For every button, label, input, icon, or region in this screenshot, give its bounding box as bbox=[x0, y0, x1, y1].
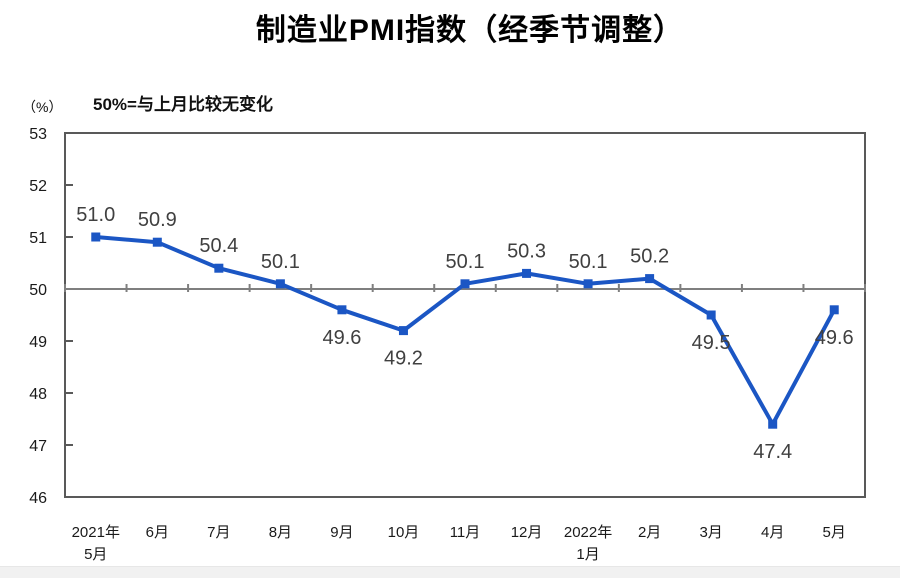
reference-note: 50%=与上月比较无变化 bbox=[93, 95, 273, 114]
x-axis-label: 2月 bbox=[638, 524, 661, 541]
x-axis-label: 7月 bbox=[207, 524, 230, 541]
data-point-label: 50.1 bbox=[569, 251, 608, 273]
data-point-label: 50.1 bbox=[261, 251, 300, 273]
data-point-marker bbox=[91, 232, 101, 242]
data-point-marker bbox=[829, 305, 839, 315]
x-axis-label: 10月 bbox=[388, 524, 420, 541]
x-axis-label: 3月 bbox=[699, 524, 722, 541]
y-axis-label: 51 bbox=[29, 230, 47, 247]
data-point-marker bbox=[768, 419, 778, 429]
y-axis-label: 48 bbox=[29, 386, 47, 403]
data-point-label: 50.3 bbox=[507, 240, 546, 262]
x-axis-label: 12月 bbox=[511, 524, 543, 541]
chart-title: 制造业PMI指数（经季节调整） bbox=[255, 14, 685, 47]
data-point-marker bbox=[522, 268, 532, 278]
data-point-marker bbox=[214, 263, 224, 273]
data-point-marker bbox=[706, 310, 716, 320]
data-point-label: 50.4 bbox=[199, 235, 238, 257]
data-point-label: 49.2 bbox=[384, 348, 423, 370]
data-point-label: 51.0 bbox=[76, 204, 115, 226]
x-axis-label: 11月 bbox=[450, 524, 481, 541]
x-axis-label: 2021年 bbox=[72, 524, 120, 541]
data-point-label: 47.4 bbox=[753, 441, 792, 463]
x-axis-label: 5月 bbox=[84, 546, 107, 563]
data-point-marker bbox=[645, 274, 655, 284]
data-point-label: 49.6 bbox=[322, 327, 361, 349]
y-axis-label: 49 bbox=[29, 334, 47, 351]
data-point-label: 49.5 bbox=[692, 332, 731, 354]
x-axis-label: 6月 bbox=[146, 524, 169, 541]
y-axis-label: 52 bbox=[29, 178, 47, 195]
x-axis-label: 9月 bbox=[330, 524, 353, 541]
data-point-label: 49.6 bbox=[815, 327, 854, 349]
y-axis-label: 50 bbox=[29, 282, 47, 299]
data-point-marker bbox=[275, 279, 285, 289]
data-point-label: 50.9 bbox=[138, 209, 177, 231]
y-axis-label: 46 bbox=[29, 490, 47, 507]
data-point-label: 50.1 bbox=[446, 251, 485, 273]
data-point-marker bbox=[398, 326, 408, 336]
data-point-marker bbox=[337, 305, 347, 315]
x-axis-label: 4月 bbox=[761, 524, 784, 541]
data-point-marker bbox=[152, 237, 162, 247]
y-axis-label: 53 bbox=[29, 126, 47, 143]
y-axis-label: 47 bbox=[29, 438, 47, 455]
x-axis-label: 1月 bbox=[576, 546, 599, 563]
data-point-marker bbox=[460, 279, 470, 289]
y-axis-unit-label: （%） bbox=[22, 99, 63, 115]
data-point-marker bbox=[583, 279, 593, 289]
page-bottom-strip bbox=[0, 566, 900, 578]
x-axis-label: 5月 bbox=[823, 524, 846, 541]
data-point-label: 50.2 bbox=[630, 246, 669, 268]
plot-border bbox=[64, 132, 866, 498]
x-axis-label: 8月 bbox=[269, 524, 292, 541]
x-axis-label: 2022年 bbox=[564, 524, 612, 541]
